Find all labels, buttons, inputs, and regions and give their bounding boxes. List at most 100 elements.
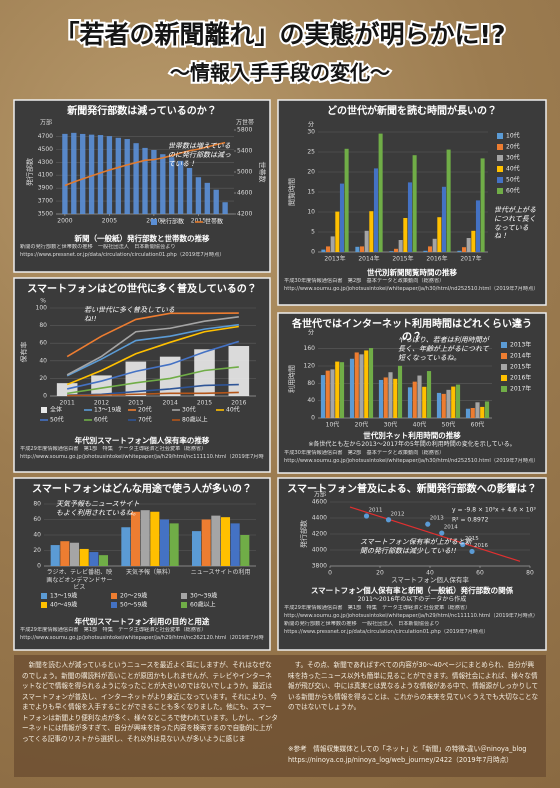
bar bbox=[240, 535, 250, 566]
y-tick-label: 20 bbox=[39, 375, 47, 382]
bar bbox=[204, 182, 210, 214]
legend-label: 50～59歳 bbox=[120, 601, 147, 609]
bar bbox=[191, 531, 202, 566]
legend-swatch bbox=[497, 166, 503, 172]
legend-label: 10代 bbox=[506, 132, 520, 140]
bar bbox=[451, 386, 456, 418]
y-tick-label: 160 bbox=[304, 345, 316, 352]
legend-swatch bbox=[41, 593, 47, 599]
bar bbox=[339, 183, 344, 252]
bar bbox=[150, 511, 160, 566]
y-axis-label: 発行部数 bbox=[299, 520, 308, 548]
x-tick-label: 2014 bbox=[163, 400, 178, 407]
bar bbox=[124, 139, 130, 214]
bar bbox=[335, 361, 340, 418]
bar bbox=[412, 381, 417, 418]
legend-label: 40代 bbox=[506, 165, 520, 173]
y-tick-label: 0 bbox=[43, 393, 47, 400]
y-tick-label: 4200 bbox=[312, 531, 327, 538]
y-tick-label: 40 bbox=[307, 397, 315, 404]
bar bbox=[407, 387, 413, 418]
bar bbox=[383, 377, 388, 418]
legend-swatch bbox=[497, 188, 503, 194]
bar bbox=[230, 523, 240, 566]
bar bbox=[71, 132, 77, 214]
y-tick-label: 3700 bbox=[38, 198, 53, 205]
bar bbox=[325, 370, 330, 418]
line bbox=[67, 366, 239, 395]
y-tick-label: 3800 bbox=[312, 563, 327, 570]
legend-label: 40～49歳 bbox=[50, 601, 77, 609]
x-tick-label: 2015 bbox=[191, 218, 206, 225]
x-tick-label: 2014年 bbox=[358, 255, 379, 263]
legend-swatch bbox=[501, 375, 507, 381]
bar bbox=[389, 251, 394, 252]
legend-label: 発行部数 bbox=[160, 218, 184, 226]
poster-subtitle: 〜情報入手手段の変化〜 bbox=[170, 61, 390, 85]
legend-label: 60代 bbox=[94, 416, 108, 424]
legend-label: 2017年 bbox=[510, 385, 531, 393]
bar bbox=[354, 352, 359, 418]
y2-tick-label: 5800 bbox=[237, 127, 252, 134]
bar bbox=[423, 250, 428, 252]
bar bbox=[475, 402, 480, 418]
legend-label: 2013年 bbox=[510, 341, 531, 349]
bar bbox=[403, 218, 408, 252]
poster-title: 「若者の新聞離れ」の実態が明らかに!? bbox=[55, 20, 506, 49]
bar bbox=[60, 541, 70, 566]
bar bbox=[89, 552, 99, 566]
bar bbox=[326, 246, 331, 252]
x-tick-label: 2005 bbox=[102, 218, 117, 225]
legend-swatch bbox=[497, 177, 503, 183]
line bbox=[67, 391, 239, 397]
bar bbox=[97, 135, 104, 214]
x-tick-label: 2015年 bbox=[392, 255, 413, 263]
bar bbox=[355, 246, 360, 252]
x-tick-label: 40代 bbox=[413, 421, 427, 429]
y-tick-label: 120 bbox=[304, 363, 316, 370]
y-axis-label: 閲覧時間 bbox=[287, 178, 296, 206]
bar bbox=[159, 519, 170, 566]
x-tick-label: 50代 bbox=[442, 421, 456, 429]
bar bbox=[360, 246, 365, 252]
x-tick-label: 2017年 bbox=[460, 255, 481, 263]
point-label: 2016 bbox=[474, 543, 488, 549]
x-tick-label: 20 bbox=[376, 570, 384, 577]
legend-label: 13～19歳 bbox=[94, 406, 121, 414]
bar bbox=[465, 408, 471, 418]
line bbox=[66, 340, 240, 390]
legend-label: 2015年 bbox=[510, 363, 531, 371]
bar bbox=[398, 240, 403, 252]
legend-label: 20代 bbox=[506, 143, 520, 151]
y2-axis-label: 世帯数 bbox=[258, 162, 267, 183]
line bbox=[66, 312, 239, 358]
bar bbox=[441, 186, 446, 252]
legend-label: 60歳以上 bbox=[190, 601, 216, 609]
y-tick-label: 80 bbox=[33, 501, 41, 508]
equation: y = -9.8 × 10⁰x + 4.6 × 10³ bbox=[452, 507, 536, 514]
x-tick-label: 2011 bbox=[60, 400, 75, 407]
point bbox=[469, 548, 475, 555]
bar bbox=[56, 383, 78, 396]
bar bbox=[484, 401, 490, 418]
bar bbox=[106, 136, 113, 214]
legend-swatch bbox=[41, 407, 47, 413]
legend-label: 2014年 bbox=[510, 352, 531, 360]
bar bbox=[446, 149, 451, 252]
x-tick-label: 0 bbox=[328, 570, 332, 577]
y2-tick-label: 4600 bbox=[237, 190, 252, 197]
y-tick-label: 10 bbox=[307, 209, 315, 216]
legend-label: 世帯数 bbox=[205, 218, 223, 226]
y-tick-label: 4000 bbox=[312, 547, 327, 554]
x-tick-label: 2012 bbox=[94, 400, 109, 407]
bar bbox=[121, 527, 131, 566]
y-tick-label: 30 bbox=[307, 129, 315, 136]
bar bbox=[428, 246, 433, 252]
y2-unit: 万世帯 bbox=[236, 119, 254, 127]
legend-label: 70代 bbox=[138, 416, 152, 424]
bar bbox=[422, 386, 427, 418]
bar bbox=[394, 248, 399, 252]
bar bbox=[320, 375, 326, 418]
y2-tick-label: 5000 bbox=[237, 169, 252, 176]
panel bbox=[277, 477, 547, 651]
